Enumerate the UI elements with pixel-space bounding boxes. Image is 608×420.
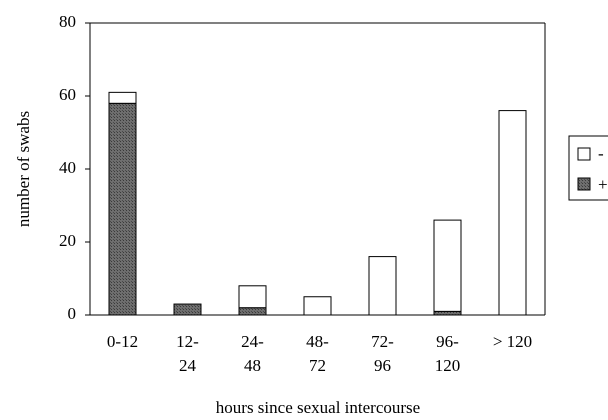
- y-tick-label: 0: [68, 304, 77, 323]
- x-axis-title: hours since sexual intercourse: [216, 398, 420, 417]
- y-tick-label: 40: [59, 158, 76, 177]
- bar-segment-minus: [238, 285, 267, 309]
- x-category-label: > 120: [493, 332, 532, 351]
- bars: [108, 91, 527, 316]
- legend-label-minus: -: [598, 144, 604, 163]
- bar-segment-minus: [498, 110, 527, 316]
- y-axis-ticks: 0 20 40 60 80: [59, 12, 90, 323]
- y-axis-title: number of swabs: [14, 111, 33, 227]
- legend: - +: [568, 135, 608, 201]
- bar-segment-plus: [108, 102, 137, 316]
- legend-swatch-plus: [577, 177, 591, 191]
- x-category-label: 24-: [241, 332, 264, 351]
- x-category-label: 96: [374, 356, 391, 375]
- bar-segment-plus: [238, 307, 267, 316]
- x-category-label: 0-12: [107, 332, 138, 351]
- plot-frame: [89, 22, 546, 316]
- x-category-label: 48: [244, 356, 261, 375]
- x-category-label: 72: [309, 356, 326, 375]
- legend-label-plus: +: [598, 175, 608, 194]
- x-category-label: 12-: [176, 332, 199, 351]
- y-tick-label: 20: [59, 231, 76, 250]
- x-axis-categories: 0-12 12- 24 24- 48 48- 72 72- 96 96- 120 > 120: [107, 332, 532, 375]
- x-category-label: 96-: [436, 332, 459, 351]
- bar-segment-minus: [368, 256, 397, 316]
- legend-swatch-minus: [577, 147, 591, 161]
- x-category-label: 72-: [371, 332, 394, 351]
- y-tick-label: 60: [59, 85, 76, 104]
- x-category-label: 48-: [306, 332, 329, 351]
- bar-segment-minus: [108, 91, 137, 104]
- x-category-label: 24: [179, 356, 197, 375]
- bar-segment-plus: [173, 303, 202, 316]
- bar-segment-minus: [303, 296, 332, 316]
- bar-segment-minus: [433, 219, 462, 312]
- y-tick-label: 80: [59, 12, 76, 31]
- x-category-label: 120: [435, 356, 461, 375]
- bar-segment-plus: [433, 310, 462, 316]
